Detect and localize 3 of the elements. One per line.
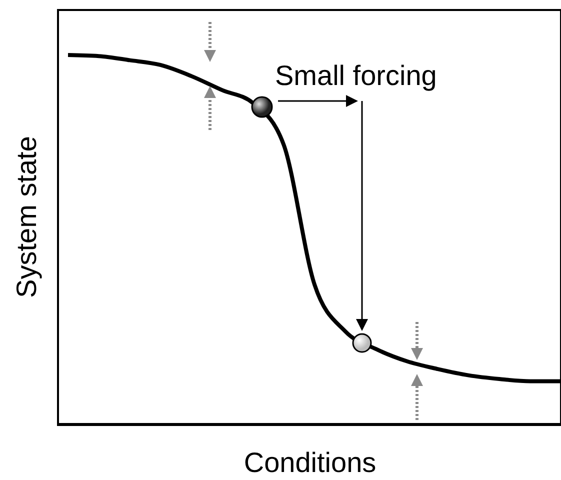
y-axis-title: System state: [11, 136, 42, 298]
x-axis-title: Conditions: [244, 447, 376, 478]
annotation: Small forcing: [275, 60, 437, 91]
